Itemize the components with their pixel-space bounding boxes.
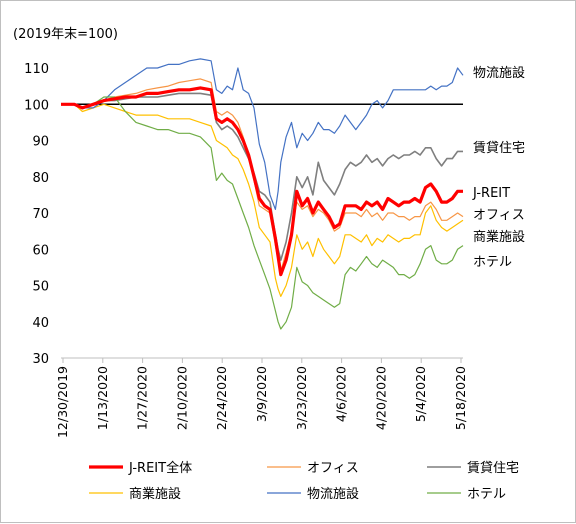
series-end-label: 物流施設 <box>473 65 525 81</box>
y-tick-label: 70 <box>32 207 49 222</box>
y-tick-label: 40 <box>32 316 49 331</box>
legend-entry: 商業施設 <box>129 486 181 502</box>
y-tick-label: 80 <box>32 171 49 186</box>
x-axis: 12/30/2019 1/13/2020 1/27/2020 2/10/2020 2/2… <box>55 357 468 438</box>
plot-area <box>61 58 464 330</box>
legend-entry: 物流施設 <box>307 486 359 502</box>
y-tick-label: 90 <box>32 135 49 150</box>
x-tick-label: 3/9/2020 <box>254 366 269 422</box>
series-line-2 <box>61 92 463 261</box>
legend-entry: オフィス <box>307 461 359 476</box>
series-end-label: J-REIT <box>472 186 510 201</box>
series-end-label: ホテル <box>473 255 512 270</box>
series-end-label: 商業施設 <box>473 229 525 245</box>
series-line-0 <box>61 86 463 277</box>
series-end-label: オフィス <box>473 208 525 223</box>
y-tick-label: 30 <box>32 352 49 367</box>
x-tick-label: 1/13/2020 <box>95 366 110 430</box>
series-end-label: 賃貸住宅 <box>473 140 525 156</box>
x-tick-label: 5/4/2020 <box>413 366 428 422</box>
x-tick-label: 3/23/2020 <box>294 366 309 430</box>
y-tick-label: 100 <box>24 98 49 113</box>
x-tick-label: 12/30/2019 <box>55 366 70 438</box>
legend-entry: 賃貸住宅 <box>467 460 519 476</box>
series-line-4 <box>61 58 464 210</box>
x-tick-label: 4/6/2020 <box>334 366 349 422</box>
series-line-5 <box>61 96 464 330</box>
x-tick-label: 4/20/2020 <box>373 366 388 430</box>
x-tick-label: 2/24/2020 <box>214 366 229 430</box>
x-tick-label: 5/18/2020 <box>453 366 468 430</box>
y-axis-unit-label: (2019年末=100) <box>13 27 118 42</box>
x-tick-label: 2/10/2020 <box>174 366 189 430</box>
x-tick-label: 1/27/2020 <box>135 366 150 430</box>
y-axis: 30 40 50 60 70 80 90 100 110 <box>24 62 49 367</box>
y-tick-label: 50 <box>32 280 49 295</box>
y-tick-label: 110 <box>24 62 49 77</box>
y-tick-label: 60 <box>32 243 49 258</box>
legend-entry: ホテル <box>467 487 506 502</box>
series-line-3 <box>61 103 464 297</box>
legend-entry: J-REIT全体 <box>128 460 192 476</box>
series-line-1 <box>61 78 464 272</box>
